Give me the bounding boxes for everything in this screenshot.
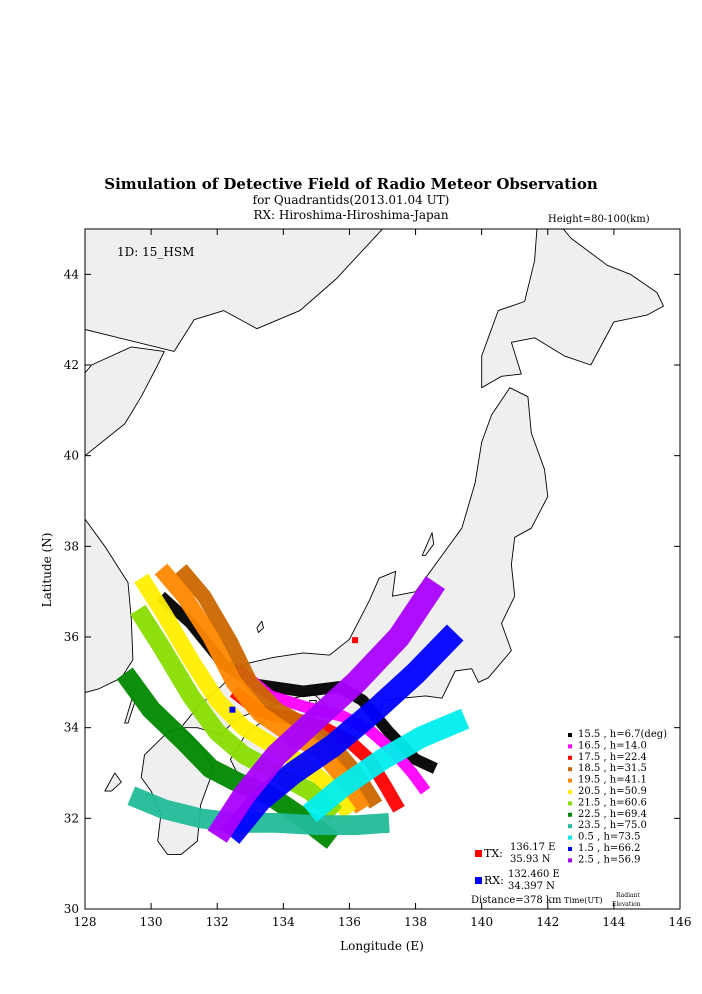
- land-oki: [256, 620, 264, 633]
- x-tick-label: 144: [602, 915, 625, 929]
- y-tick-label: 32: [64, 811, 79, 825]
- y-tick-label: 30: [64, 902, 79, 916]
- distance-label: Distance=378 km: [471, 895, 562, 906]
- y-tick-label: 34: [64, 721, 80, 735]
- legend-swatch: [568, 767, 572, 772]
- y-tick-label: 42: [64, 358, 79, 372]
- y-tick-label: 38: [64, 539, 79, 553]
- legend-swatch: [568, 812, 572, 817]
- band-series-9: [302, 708, 470, 823]
- legend-entry: 0.5 , h=73.5: [578, 832, 641, 843]
- legend-swatch: [568, 790, 572, 794]
- land-goto: [104, 772, 122, 792]
- height-label: Height=80-100(km): [548, 214, 650, 225]
- legend-entry: 16.5 , h=14.0: [578, 740, 647, 751]
- legend-entry: 17.5 , h=22.4: [578, 752, 647, 763]
- radiant-footer: Radiant: [616, 892, 640, 899]
- legend-swatch: [568, 801, 572, 806]
- x-tick-label: 140: [470, 915, 493, 929]
- x-tick-label: 146: [669, 915, 692, 929]
- id-label: 1D: 15_HSM: [117, 245, 194, 259]
- detection-bands: [116, 563, 470, 849]
- x-tick-label: 136: [338, 915, 361, 929]
- rx-lon: 132.460 E: [508, 869, 560, 880]
- plot-frame: [84, 228, 681, 910]
- band-series-10: [221, 624, 464, 844]
- band-series-6: [130, 604, 343, 821]
- band-series-5: [134, 573, 357, 819]
- chart-title: Simulation of Detective Field of Radio M…: [104, 175, 598, 193]
- legend-entry: 21.5 , h=60.6: [578, 797, 647, 808]
- legend-swatch: [568, 847, 572, 851]
- rx-legend-swatch: [475, 877, 482, 884]
- legend-entry: 23.5 , h=75.0: [578, 820, 647, 831]
- rx-label: RX:: [484, 874, 504, 887]
- band-series-4: [154, 563, 370, 814]
- legend-entry: 2.5 , h=56.9: [578, 854, 641, 865]
- rx-lat: 34.397 N: [508, 881, 555, 892]
- legend-entry: 19.5 , h=41.1: [578, 775, 647, 786]
- x-tick-label: 142: [536, 915, 559, 929]
- tx-label: TX:: [484, 847, 503, 860]
- tx-legend-swatch: [475, 850, 482, 857]
- legend-entry: 22.5 , h=69.4: [578, 809, 647, 820]
- land-asia: [85, 229, 383, 352]
- y-tick-label: 40: [64, 449, 79, 463]
- elevation-footer: Elevation: [612, 901, 641, 908]
- land-sakhalin: [540, 184, 595, 202]
- time-footer: Time(UT): [564, 896, 603, 905]
- x-tick-label: 134: [272, 915, 295, 929]
- legend-swatch: [568, 835, 572, 840]
- legend-entry: 18.5 , h=31.5: [578, 763, 647, 774]
- legend-entry: 20.5 , h=50.9: [578, 786, 647, 797]
- legend-swatch: [568, 778, 572, 783]
- legend-swatch: [568, 755, 572, 760]
- x-tick-label: 128: [74, 915, 97, 929]
- legend-swatch: [568, 858, 572, 863]
- y-tick-label: 36: [64, 630, 79, 644]
- land-hokkaido: [481, 229, 664, 389]
- legend-entry: 15.5 , h=6.7(deg): [578, 729, 667, 740]
- land-sado: [421, 532, 435, 556]
- receiver-line: RX: Hiroshima-Hiroshima-Japan: [253, 208, 449, 222]
- y-axis-label: Latitude (N): [40, 533, 54, 608]
- chart-subtitle: for Quadrantids(2013.01.04 UT): [252, 193, 450, 207]
- tx-marker: [352, 637, 359, 644]
- band-series-3: [175, 564, 383, 809]
- band-series-11: [207, 576, 445, 843]
- tx-lat: 35.93 N: [510, 854, 551, 865]
- x-tick-label: 138: [404, 915, 427, 929]
- legend-swatch: [568, 824, 572, 829]
- legend-swatch: [568, 744, 572, 749]
- tx-lon: 136.17 E: [510, 842, 555, 853]
- rx-marker: [229, 706, 236, 713]
- axes: 128 130 132 134 136 138 140 142 144 146 30 32 34 36 38…: [64, 229, 692, 929]
- x-tick-label: 132: [206, 915, 229, 929]
- band-series-8: [127, 786, 390, 835]
- y-tick-label: 44: [64, 267, 80, 281]
- legend-swatch: [568, 733, 572, 737]
- legend-entry: 1.5 , h=66.2: [578, 843, 641, 854]
- x-tick-label: 130: [140, 915, 163, 929]
- legend: 15.5 , h=6.7(deg)16.5 , h=14.017.5 , h=2…: [568, 729, 667, 865]
- x-axis-label: Longitude (E): [340, 939, 424, 953]
